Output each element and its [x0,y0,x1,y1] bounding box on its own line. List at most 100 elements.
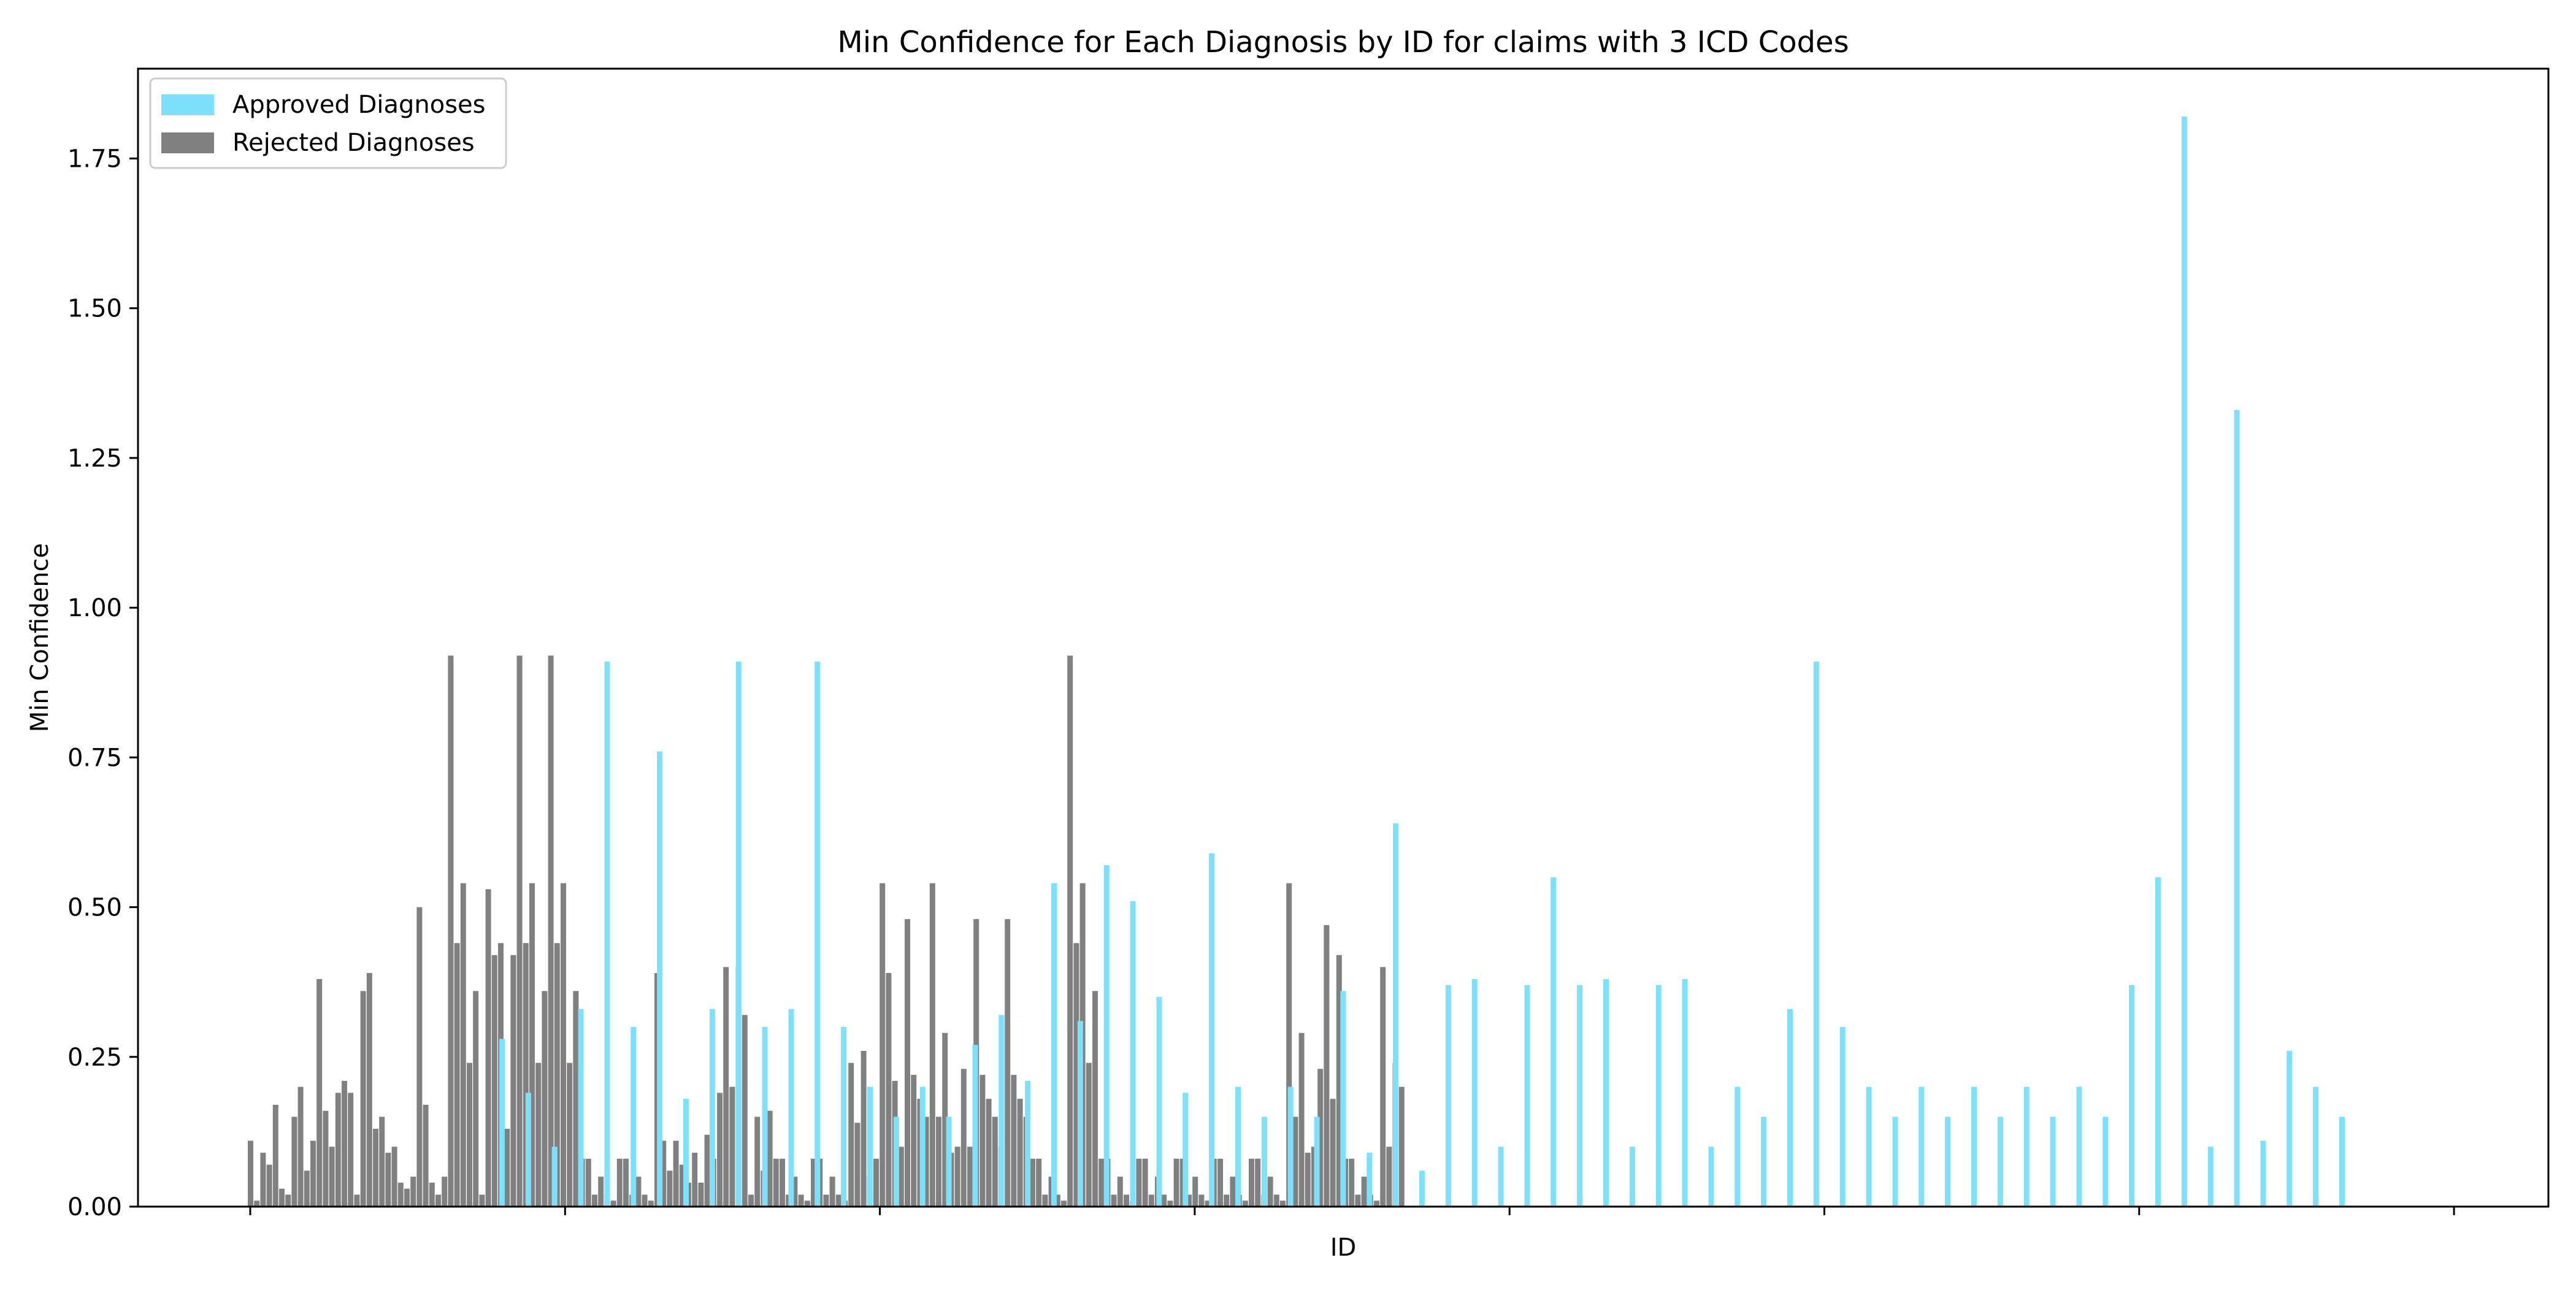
bar-rejected [554,943,560,1207]
bar-rejected [1030,1158,1035,1207]
bar-approved [2339,1116,2345,1207]
bar-approved [841,1026,847,1207]
legend: Approved Diagnoses Rejected Diagnoses [149,77,507,169]
bar-rejected [397,1182,404,1207]
bar-rejected [410,1177,416,1207]
bar-rejected [1117,1177,1123,1207]
bar-rejected [454,943,460,1207]
bar-rejected [360,991,366,1207]
bar-approved [946,1116,952,1207]
bar-rejected [780,1158,785,1207]
y-tick-label: 0.25 [67,1044,122,1072]
bar-rejected [272,1104,278,1207]
bar-rejected [1086,1063,1092,1207]
bar-rejected [823,1194,829,1207]
bar-rejected [254,1200,260,1207]
bar-rejected [1124,1194,1129,1207]
bar-approved [1919,1086,1925,1207]
bar-approved [578,1009,584,1207]
bar-rejected [491,955,497,1207]
bar-rejected [1380,967,1386,1207]
bar-approved [1025,1080,1031,1207]
bar-rejected [723,967,729,1207]
bar-approved [919,1086,926,1207]
bar-rejected [467,1063,472,1207]
bar-approved [2103,1116,2109,1207]
bar-approved [1340,991,1346,1207]
bar-rejected [297,1086,304,1207]
bar-rejected [423,1104,429,1207]
bar-rejected [1036,1158,1042,1207]
bar-rejected [435,1194,441,1207]
bar-rejected [773,1158,779,1207]
bar-rejected [285,1194,291,1207]
bar-rejected [1298,1032,1305,1207]
bar-rejected [1361,1177,1367,1207]
bar-rejected [1230,1177,1236,1207]
bar-rejected [304,1170,310,1207]
bar-rejected [1061,1200,1067,1207]
bar-rejected [1292,1116,1298,1207]
bar-rejected [616,1158,623,1207]
bar-rejected [1167,1200,1173,1207]
bar-approved [1130,901,1136,1207]
bar-approved [683,1099,689,1207]
bar-rejected [1111,1194,1117,1207]
bar-rejected [1280,1200,1286,1207]
bar-approved [2023,1086,2030,1207]
bar-approved [815,662,821,1207]
y-tick-label: 0.00 [67,1193,122,1221]
bar-approved [1367,1153,1373,1207]
bar-rejected [404,1188,410,1207]
bar-rejected [954,1147,960,1207]
bar-rejected [1136,1158,1142,1207]
bar-rejected [385,1153,391,1207]
legend-label-rejected: Rejected Diagnoses [232,129,475,157]
bar-approved [1551,877,1557,1207]
bar-rejected [886,973,892,1207]
y-tick-label: 1.25 [67,445,122,473]
bar-rejected [373,1129,378,1207]
bar-approved [2155,877,2161,1207]
bar-rejected [510,955,516,1207]
bar-approved [1813,662,1819,1207]
bar-rejected [310,1140,316,1207]
bars-layer [248,116,2345,1207]
bar-rejected [379,1116,385,1207]
bar-rejected [1192,1177,1198,1207]
bar-rejected [861,1051,867,1207]
bar-approved [1498,1147,1504,1207]
bar-rejected [1349,1158,1355,1207]
bar-rejected [416,907,423,1207]
bar-approved [1971,1086,1977,1207]
bar-approved [1866,1086,1872,1207]
bar-rejected [1324,925,1330,1207]
legend-swatch-rejected [161,132,214,153]
bar-rejected [623,1158,629,1207]
y-tick-label: 1.75 [67,145,122,174]
bar-approved [893,1116,899,1207]
bar-approved [1787,1009,1793,1207]
bar-approved [1419,1170,1425,1207]
bar-approved [2260,1140,2266,1207]
bar-approved [1524,985,1530,1207]
bar-rejected [804,1200,810,1207]
bar-rejected [1011,1075,1017,1207]
bar-rejected [335,1093,341,1207]
bar-rejected [1224,1194,1230,1207]
bar-rejected [1161,1194,1167,1207]
bar-rejected [323,1110,329,1207]
bar-rejected [880,883,886,1207]
bar-rejected [960,1069,967,1207]
bar-approved [631,1026,637,1207]
bar-approved [1393,823,1399,1207]
bar-rejected [1092,991,1098,1207]
bar-rejected [1042,1194,1048,1207]
bar-rejected [473,991,479,1207]
bar-rejected [1249,1158,1254,1207]
bar-rejected [1098,1158,1105,1207]
bar-rejected [529,883,535,1207]
bar-rejected [516,655,523,1207]
bar-rejected [848,1063,854,1207]
